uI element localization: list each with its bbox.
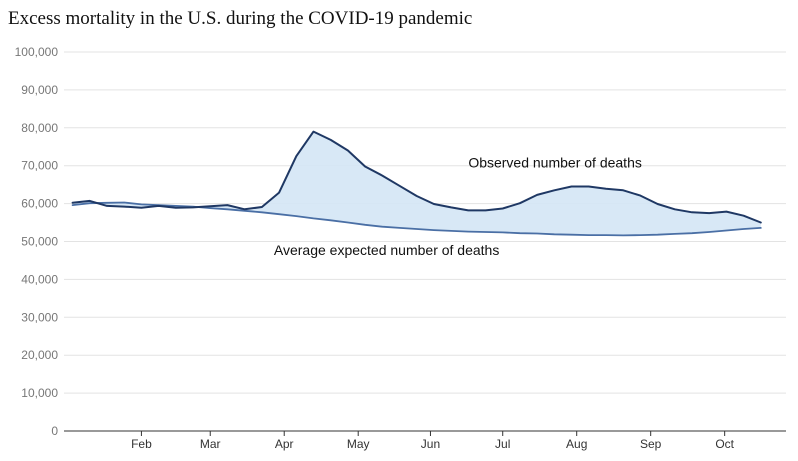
expected-series-label: Average expected number of deaths (274, 242, 499, 258)
y-tick-label: 100,000 (15, 45, 59, 59)
x-tick-label: May (347, 437, 370, 451)
annotations: Observed number of deaths Average expecte… (274, 155, 642, 258)
y-tick-label: 60,000 (21, 197, 58, 211)
y-tick-label: 70,000 (21, 159, 58, 173)
x-tick-label: Aug (566, 437, 587, 451)
x-tick-label: Jun (421, 437, 440, 451)
y-tick-label: 0 (51, 424, 58, 438)
y-tick-label: 30,000 (21, 310, 58, 324)
y-tick-label: 90,000 (21, 83, 58, 97)
y-tick-label: 80,000 (21, 121, 58, 135)
y-tick-label: 10,000 (21, 386, 58, 400)
x-tick-labels: Feb Mar Apr May Jun Jul Aug Sep Oct (131, 431, 735, 451)
excess-deaths-area (72, 131, 761, 236)
observed-deaths-line (71, 130, 762, 224)
y-tick-label: 20,000 (21, 348, 58, 362)
gridlines (64, 51, 786, 432)
y-tick-label: 40,000 (21, 272, 58, 286)
y-tick-labels: 0 10,000 20,000 30,000 40,000 50,000 60,000 70,… (15, 45, 59, 438)
observed-series-label: Observed number of deaths (468, 155, 642, 171)
x-tick-label: Sep (640, 437, 662, 451)
x-tick-label: Oct (715, 437, 734, 451)
x-tick-label: Apr (275, 437, 294, 451)
y-tick-label: 50,000 (21, 235, 58, 249)
x-tick-label: Feb (131, 437, 152, 451)
x-tick-label: Jul (495, 437, 510, 451)
expected-deaths-line (71, 201, 762, 237)
x-tick-label: Mar (200, 437, 221, 451)
excess-area (72, 131, 761, 236)
series-lines (71, 130, 762, 237)
chart-title: Excess mortality in the U.S. during the … (8, 8, 473, 29)
